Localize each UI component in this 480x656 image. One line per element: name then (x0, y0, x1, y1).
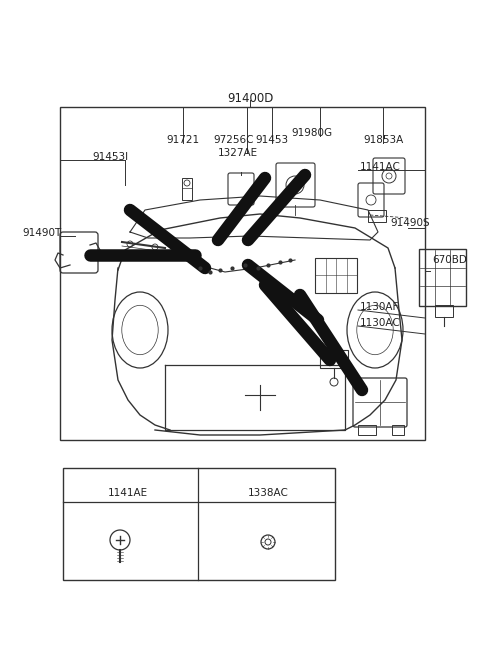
Bar (63, 468, 335, 580)
Text: 1130AC: 1130AC (360, 318, 401, 328)
Bar (315, 258, 357, 293)
Bar (392, 425, 404, 435)
Text: 91853A: 91853A (363, 135, 403, 145)
Text: 91490T: 91490T (23, 228, 61, 238)
Text: 1141AC: 1141AC (360, 162, 401, 172)
Text: 91721: 91721 (167, 135, 200, 145)
Text: 97256C: 97256C (214, 135, 254, 145)
Bar (435, 305, 453, 317)
Text: 670BD: 670BD (432, 255, 467, 265)
Text: 91453I: 91453I (92, 152, 128, 162)
Bar (358, 425, 376, 435)
Bar (182, 178, 192, 200)
Text: 1327AE: 1327AE (218, 148, 258, 158)
Text: 1141AE: 1141AE (108, 488, 148, 498)
Bar (368, 210, 386, 222)
Bar (60, 107, 425, 440)
Bar (320, 350, 348, 368)
Text: 91400D: 91400D (227, 92, 273, 105)
Text: 91490S: 91490S (390, 218, 430, 228)
Text: 1338AC: 1338AC (248, 488, 288, 498)
Text: 91453: 91453 (255, 135, 288, 145)
Text: 91980G: 91980G (291, 128, 333, 138)
Text: 1130AF: 1130AF (360, 302, 399, 312)
